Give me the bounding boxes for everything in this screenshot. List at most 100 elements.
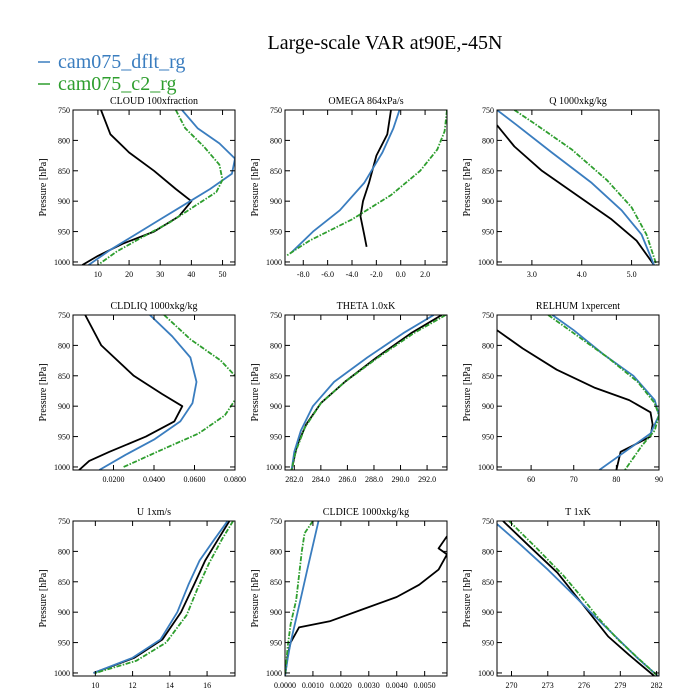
y-tick-label: 750 [482,106,494,115]
y-tick-label: 750 [58,106,70,115]
y-tick-label: 800 [482,547,494,556]
x-tick-label: 292.0 [418,475,436,484]
y-tick-label: 950 [270,433,282,442]
x-tick-label: 14 [166,681,174,690]
series-line [285,110,447,257]
y-tick-label: 850 [270,372,282,381]
y-tick-label: 1000 [54,669,70,678]
y-tick-label: 850 [270,578,282,587]
y-tick-label: 1000 [478,669,494,678]
y-tick-label: 850 [58,167,70,176]
x-tick-label: 284.0 [312,475,330,484]
x-tick-label: 80 [612,475,620,484]
plot-frame [496,109,660,266]
series-line [78,315,184,470]
y-axis-label: Pressure [hPa] [250,363,261,421]
x-tick-label: 30 [156,270,164,279]
y-tick-label: 850 [482,372,494,381]
y-tick-label: 850 [482,167,494,176]
y-tick-label: 750 [482,311,494,320]
panel-title: CLOUD 100xfraction [110,96,198,107]
y-tick-label: 900 [270,608,282,617]
y-tick-label: 950 [482,639,494,648]
y-axis-label: Pressure [hPa] [462,363,473,421]
x-tick-label: -8.0 [297,270,310,279]
series-line [497,110,655,265]
x-tick-label: 276 [578,681,590,690]
y-tick-label: 850 [58,578,70,587]
y-tick-label: 850 [482,578,494,587]
y-tick-label: 800 [482,136,494,145]
figure-title: Large-scale VAR at90E,-45N [268,32,503,54]
panel-title: CLDICE 1000xkg/kg [323,507,409,518]
y-axis-label: Pressure [hPa] [462,158,473,216]
x-tick-label: 70 [570,475,578,484]
x-tick-label: 288.0 [365,475,383,484]
y-tick-label: 900 [58,402,70,411]
x-tick-label: 0.0000 [274,681,296,690]
y-tick-label: 900 [482,402,494,411]
x-tick-label: 0.0200 [103,475,125,484]
chart-panel: 750 800 850 900 950 1000 -8.0 -6.0 -4.0 -2.0 0.0 2.… [250,96,448,279]
panel-title: T 1xK [565,507,591,518]
x-tick-label: 5.0 [627,270,637,279]
chart-panel: 750 800 850 900 950 1000 60 70 80 90 RELHUM 1xperc… [462,301,663,484]
plot-frame [284,520,448,677]
series-line [93,521,229,674]
y-axis-label: Pressure [hPa] [250,569,261,627]
chart-panel: 750 800 850 900 950 1000 0.0200 0.0400 0.0600 0.0… [38,301,246,484]
x-tick-label: 282.0 [285,475,303,484]
y-tick-label: 850 [58,372,70,381]
series-line [290,110,401,254]
x-tick-label: 0.0 [396,270,406,279]
panel-title: CLDLIQ 1000xkg/kg [111,301,198,312]
y-tick-label: 950 [482,228,494,237]
series-line [513,110,658,265]
series-line [290,315,435,470]
x-tick-label: 40 [187,270,195,279]
panel-title: U 1xm/s [137,507,171,518]
y-tick-label: 900 [270,197,282,206]
x-tick-label: 286.0 [338,475,356,484]
y-tick-label: 1000 [54,463,70,472]
x-tick-label: 10 [91,681,99,690]
series-line [95,521,234,674]
y-tick-label: 900 [58,197,70,206]
y-tick-label: 950 [58,639,70,648]
y-tick-label: 750 [270,517,282,526]
series-line [547,315,659,470]
y-tick-label: 950 [270,639,282,648]
x-tick-label: 0.0800 [224,475,246,484]
series-line [508,521,659,676]
y-tick-label: 750 [58,311,70,320]
plot-frame [284,109,448,266]
y-axis-label: Pressure [hPa] [250,158,261,216]
y-tick-label: 750 [270,311,282,320]
y-tick-label: 900 [270,402,282,411]
y-tick-label: 950 [58,228,70,237]
x-tick-label: -4.0 [346,270,359,279]
panel-title: THETA 1.0xK [337,301,396,312]
x-tick-label: 0.0050 [414,681,436,690]
panel-title: OMEGA 864xPa/s [328,96,403,107]
chart-panel: 750 800 850 900 950 1000 10 20 30 40 50 CLOUD 100xf… [38,96,236,279]
y-tick-label: 900 [58,608,70,617]
legend-entry: cam075_dflt_rg [58,51,185,73]
series-line [290,315,447,470]
x-tick-label: 50 [219,270,227,279]
y-tick-label: 800 [58,341,70,350]
y-tick-label: 800 [270,341,282,350]
series-line [97,110,224,265]
x-tick-label: 0.0030 [358,681,380,690]
y-tick-label: 950 [270,228,282,237]
series-line [285,521,314,676]
chart-panel: 750 800 850 900 950 1000 0.0000 0.0010 0.0020 0.0… [250,507,448,690]
x-tick-label: 12 [129,681,137,690]
series-line [359,110,392,247]
series-line [285,521,320,676]
y-tick-label: 900 [482,608,494,617]
y-tick-label: 800 [58,547,70,556]
y-tick-label: 1000 [266,463,282,472]
x-tick-label: 3.0 [527,270,537,279]
